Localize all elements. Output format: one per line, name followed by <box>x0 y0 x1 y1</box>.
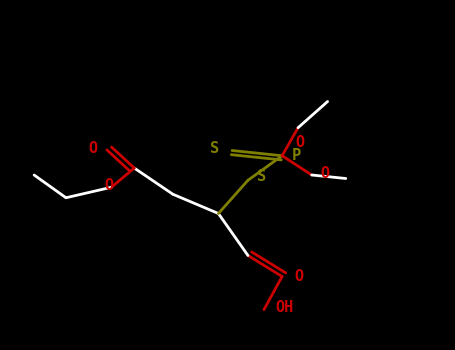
Text: S: S <box>257 169 266 184</box>
Text: S: S <box>210 141 219 156</box>
Text: O: O <box>295 269 304 284</box>
Text: O: O <box>296 135 305 150</box>
Text: P: P <box>292 148 301 163</box>
Text: O: O <box>321 167 330 181</box>
Text: OH: OH <box>275 301 293 315</box>
Text: O: O <box>89 141 98 156</box>
Text: O: O <box>105 178 114 193</box>
